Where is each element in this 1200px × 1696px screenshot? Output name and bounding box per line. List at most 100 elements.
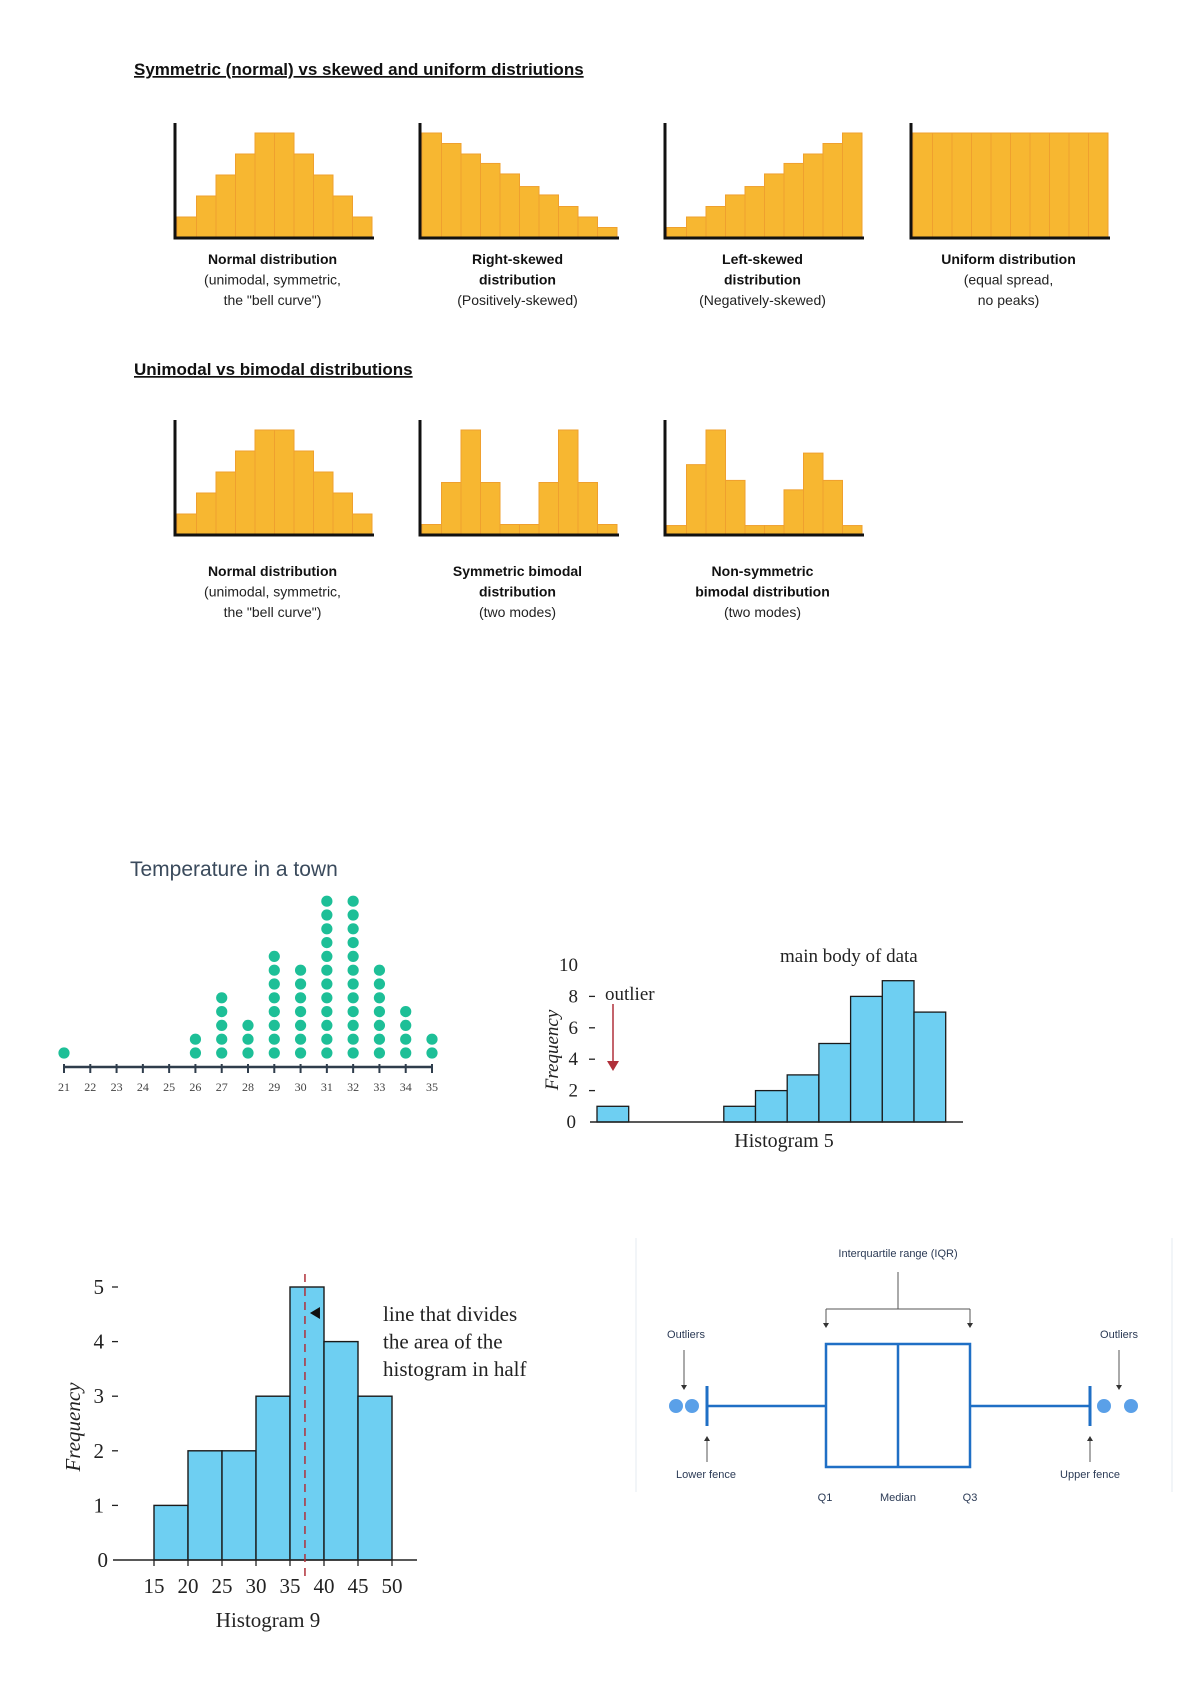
data-dot bbox=[347, 992, 359, 1004]
histogram-bar bbox=[577, 482, 598, 536]
histogram-bar bbox=[783, 162, 804, 239]
data-dot bbox=[268, 1006, 280, 1018]
data-dot bbox=[321, 1006, 333, 1018]
section-title: Symmetric (normal) vs skewed and uniform… bbox=[134, 60, 584, 79]
data-dot bbox=[347, 1019, 359, 1031]
histogram-bar bbox=[577, 216, 598, 239]
chart-caption-title: Left-skewed bbox=[722, 251, 803, 267]
chart-caption-title: distribution bbox=[479, 584, 556, 600]
y-tick-label: 6 bbox=[569, 1018, 579, 1039]
chart-title: Temperature in a town bbox=[130, 858, 338, 881]
histogram-5: 0 2 4 6 8 10 Frequency Histogram 5 outlier main b… bbox=[542, 946, 963, 1152]
histogram-bar bbox=[725, 479, 746, 536]
data-dot bbox=[268, 978, 280, 990]
data-dot bbox=[321, 978, 333, 990]
y-tick-label: 0 bbox=[98, 1548, 109, 1572]
histogram-bar bbox=[881, 980, 915, 1123]
histogram-bar bbox=[289, 1286, 325, 1561]
histogram-bar bbox=[255, 1395, 291, 1561]
histogram-bar bbox=[538, 482, 559, 536]
x-tick-label: 31 bbox=[321, 1080, 333, 1094]
histogram-bar bbox=[686, 216, 707, 239]
histogram-bar bbox=[803, 153, 824, 239]
chart-caption-title: Right-skewed bbox=[472, 251, 563, 267]
histogram-bar bbox=[786, 1074, 820, 1123]
data-dot bbox=[373, 1047, 386, 1059]
histogram-bar bbox=[558, 429, 579, 536]
data-dot bbox=[321, 950, 333, 963]
histogram-bar bbox=[196, 195, 217, 239]
histogram-bar bbox=[849, 995, 883, 1123]
data-dot bbox=[373, 1033, 386, 1045]
y-axis-label: Frequency bbox=[542, 1009, 563, 1091]
outliers-label-left: Outliers bbox=[667, 1329, 705, 1341]
histogram-bar bbox=[441, 482, 462, 536]
median-annotation: line that divides bbox=[383, 1302, 517, 1326]
y-tick-label: 1 bbox=[94, 1493, 105, 1517]
data-dot bbox=[294, 1033, 307, 1045]
x-tick-label: 25 bbox=[163, 1080, 175, 1094]
y-axis-label: Frequency bbox=[61, 1382, 85, 1473]
box-plot-diagram: Interquartile range (IQR) Outliers Outlier… bbox=[635, 1238, 1173, 1504]
distribution-chart: Normal distribution (unimodal, symmetric,… bbox=[173, 420, 374, 620]
histogram-bar bbox=[1029, 132, 1050, 239]
data-dot bbox=[373, 1006, 386, 1018]
x-tick-label: 20 bbox=[178, 1574, 199, 1598]
histogram-bar bbox=[293, 450, 314, 536]
histogram-bar bbox=[441, 143, 462, 239]
y-tick-label: 4 bbox=[569, 1049, 579, 1070]
outliers-label-right: Outliers bbox=[1100, 1329, 1138, 1341]
chart-caption-text: (two modes) bbox=[479, 604, 556, 620]
histogram-bar bbox=[597, 227, 618, 239]
x-tick-label: 50 bbox=[382, 1574, 403, 1598]
chart-caption-title: Non-symmetric bbox=[712, 563, 814, 579]
histogram-bar bbox=[842, 132, 863, 239]
section-1: Symmetric (normal) vs skewed and uniform… bbox=[134, 60, 1110, 308]
data-dot bbox=[347, 1047, 359, 1059]
data-dot bbox=[347, 964, 359, 976]
distribution-chart: Uniform distribution (equal spread, no pea… bbox=[909, 123, 1110, 308]
histogram-bar bbox=[499, 524, 520, 536]
chart-caption-text: (unimodal, symmetric, bbox=[204, 272, 341, 288]
histogram-bar bbox=[196, 492, 217, 536]
data-dot bbox=[373, 978, 386, 990]
data-dot bbox=[294, 992, 307, 1004]
histogram-bar bbox=[499, 173, 520, 239]
histogram-bar bbox=[254, 429, 275, 536]
histogram-bar bbox=[822, 143, 843, 239]
data-dot bbox=[189, 1033, 202, 1045]
y-tick-label: 5 bbox=[94, 1275, 105, 1299]
y-tick-label: 4 bbox=[94, 1330, 105, 1354]
histogram-bar bbox=[764, 173, 785, 239]
iqr-bracket bbox=[825, 1272, 971, 1324]
y-tick-label: 10 bbox=[559, 955, 578, 976]
q1-label: Q1 bbox=[818, 1492, 833, 1504]
data-dot bbox=[242, 1033, 254, 1045]
histogram-bar bbox=[1088, 132, 1109, 239]
data-dot bbox=[426, 1047, 438, 1059]
histogram-bar bbox=[460, 429, 481, 536]
distribution-chart: Non-symmetric bimodal distribution (two mo… bbox=[663, 420, 864, 620]
chart-title: Histogram 9 bbox=[216, 1608, 320, 1632]
data-dot bbox=[268, 1033, 280, 1045]
axis bbox=[909, 123, 1110, 240]
data-dot bbox=[400, 1006, 412, 1018]
data-dot bbox=[347, 895, 359, 907]
histogram-bar bbox=[558, 206, 579, 239]
chart-caption-title: Uniform distribution bbox=[941, 251, 1076, 267]
histogram-bar bbox=[913, 1011, 947, 1123]
chart-caption-text: (Positively-skewed) bbox=[457, 292, 578, 308]
data-dot bbox=[321, 909, 333, 921]
pointer-arrow-icon bbox=[309, 1307, 320, 1319]
data-dot bbox=[321, 992, 333, 1004]
histogram-bar bbox=[215, 174, 236, 239]
x-tick-label: 34 bbox=[400, 1080, 412, 1094]
data-dot bbox=[373, 964, 386, 976]
histogram-bar bbox=[705, 206, 726, 239]
chart-caption-title: bimodal distribution bbox=[695, 584, 830, 600]
data-dot bbox=[373, 992, 386, 1004]
x-tick-label: 26 bbox=[189, 1080, 201, 1094]
distribution-chart: Left-skewed distribution (Negatively-skewe… bbox=[663, 123, 864, 308]
arrow-head-icon bbox=[607, 1061, 619, 1071]
